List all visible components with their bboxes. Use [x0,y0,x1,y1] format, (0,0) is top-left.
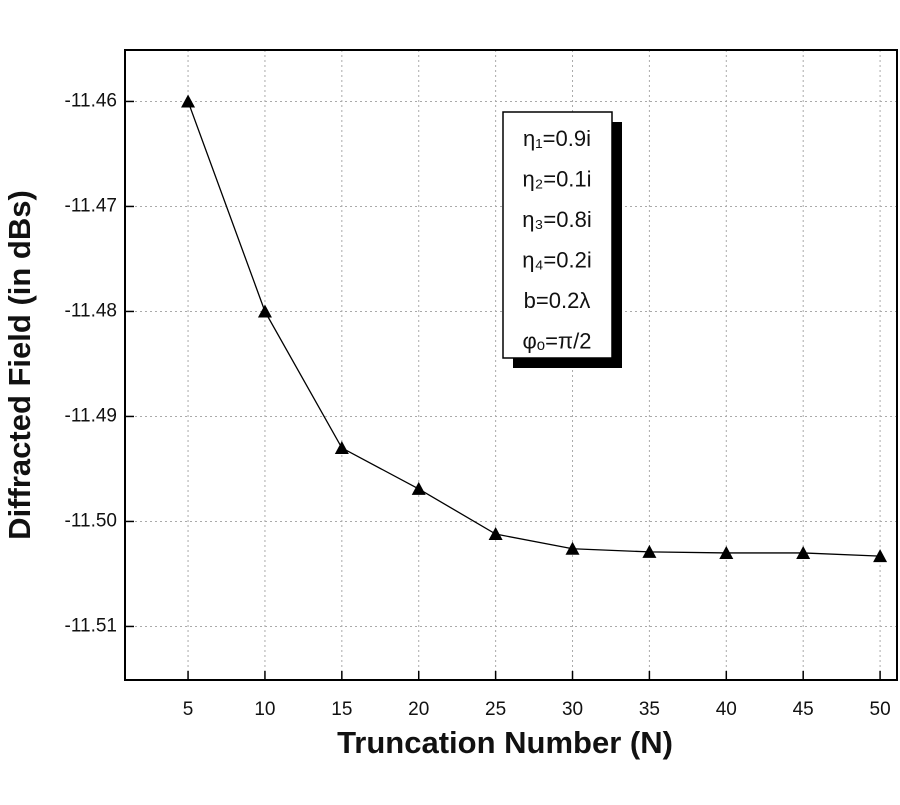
marker [181,94,196,108]
marker [796,545,811,559]
marker [565,541,580,555]
x-tick-label: 20 [408,699,429,720]
marker [488,527,503,541]
legend-text: η₃=0.8i [522,207,592,232]
y-tick-label: -11.47 [65,195,117,216]
x-tick-label: 45 [793,699,814,720]
y-tick-label: -11.50 [65,510,117,531]
y-tick-label: -11.49 [65,405,117,426]
legend-box [502,111,613,359]
series-line [187,101,881,557]
y-tick-label: -11.46 [65,90,117,111]
x-tick-label: 10 [254,699,275,720]
marker [411,481,426,495]
x-tick-label: 5 [183,699,194,720]
x-axis-title: Truncation Number (N) [337,725,673,760]
marker [257,304,272,318]
marker [642,544,657,558]
plot-frame [124,49,898,681]
x-tick-label: 40 [716,699,737,720]
x-tick-label: 30 [562,699,583,720]
x-tick-label: 15 [331,699,352,720]
legend-text: φₒ=π/2 [523,328,592,353]
legend-text: η₂=0.1i [522,166,591,191]
x-tick-label: 50 [870,699,891,720]
marker [873,549,888,563]
y-tick-label: -11.51 [65,615,117,636]
y-axis-title: Diffracted Field (in dBs) [2,190,37,540]
y-tick-label: -11.48 [65,300,117,321]
legend-text: η₄=0.2i [522,247,592,272]
legend-text: b=0.2λ [524,288,591,313]
legend-text: η₁=0.9i [523,126,591,151]
x-tick-label: 25 [485,699,506,720]
marker [719,545,734,559]
marker [334,440,349,454]
x-tick-label: 35 [639,699,660,720]
